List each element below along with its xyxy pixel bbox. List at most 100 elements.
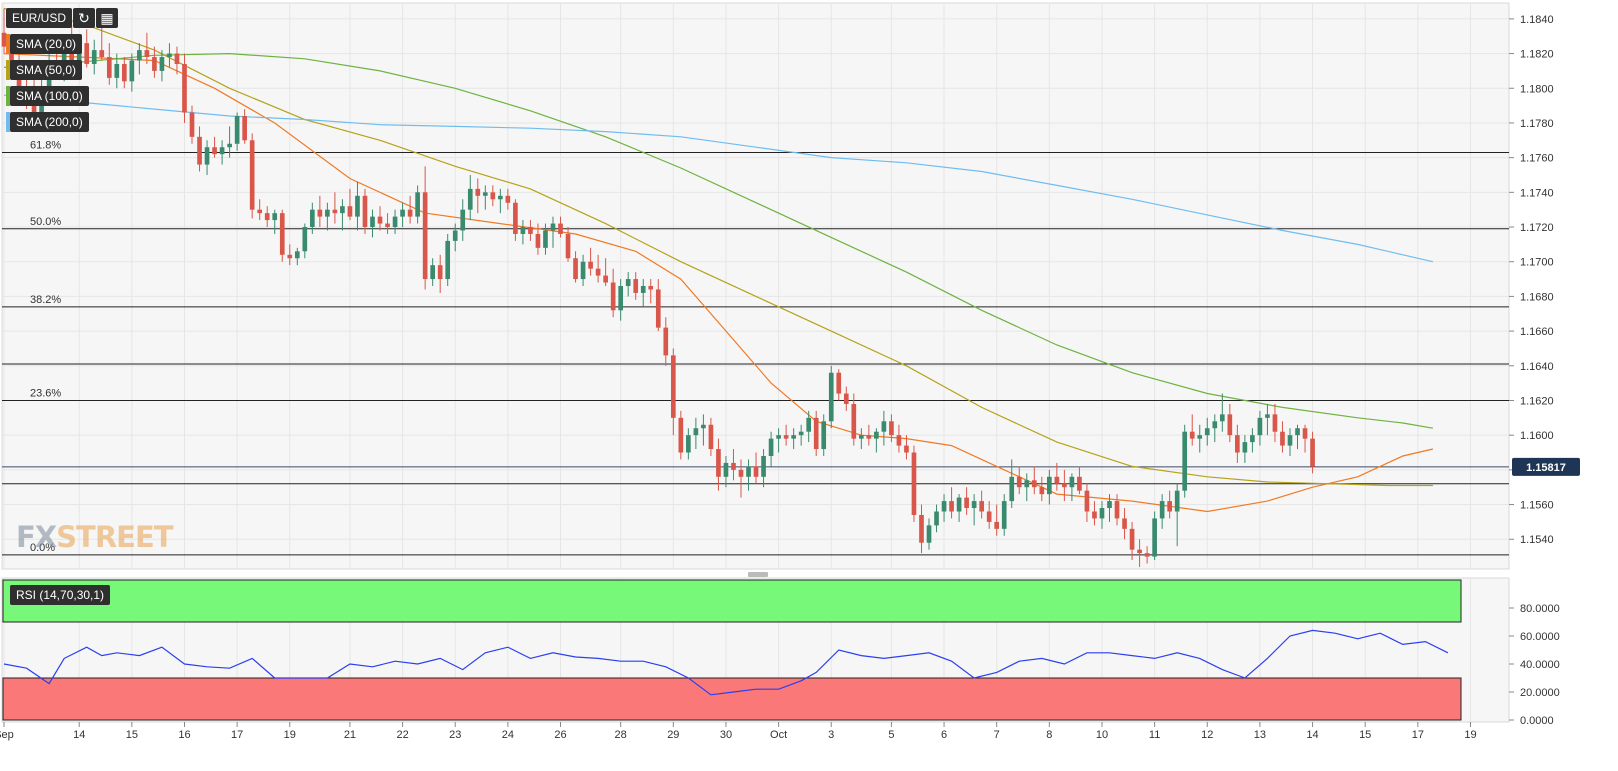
candle-body [979, 501, 984, 512]
time-tick-label: 23 [449, 729, 461, 741]
candle-body [325, 209, 330, 217]
time-tick-label: Sep [0, 729, 14, 741]
candle-body [708, 424, 714, 450]
candle-body [242, 116, 247, 141]
candle-body [392, 216, 398, 228]
candle-body [866, 435, 872, 439]
candle-body [670, 355, 676, 418]
candle-body [1009, 476, 1015, 502]
candle-body [1, 32, 7, 47]
candle-body [693, 428, 699, 436]
candle-body [971, 501, 977, 509]
time-axis[interactable]: Sep 14 15 16 17 19 21 22 23 24 26 28 29 30 Oct 3 5 6 7 8 10 1… [0, 722, 1477, 741]
candle-body [490, 192, 496, 200]
candle-body [1197, 435, 1203, 439]
candle-body [926, 525, 932, 543]
candle-body [535, 233, 541, 248]
time-tick-label: 22 [396, 729, 408, 741]
candle-body [1084, 490, 1090, 512]
candle-body [1189, 431, 1195, 439]
candle-body [663, 327, 669, 356]
candle-body [648, 286, 654, 290]
candle-body [1159, 501, 1165, 519]
candle-body [99, 50, 105, 58]
calendar-icon[interactable]: ▦ [96, 8, 118, 28]
indicator-label[interactable]: SMA (200,0) [10, 112, 89, 132]
pane-resize-handle[interactable] [748, 572, 768, 577]
sma-line [3, 94, 1434, 263]
candle-body [941, 501, 947, 512]
candle-body [340, 206, 345, 214]
candle-body [520, 227, 526, 234]
last-price-value: 1.15817 [1526, 462, 1566, 474]
symbol-label[interactable]: EUR/USD [6, 8, 73, 28]
candle-body [264, 213, 270, 221]
rsi-indicator-label[interactable]: RSI (14,70,30,1) [10, 585, 111, 605]
candle-body [234, 116, 240, 144]
candle-body [1242, 442, 1248, 453]
candle-body [1250, 435, 1255, 443]
rsi-path [3, 629, 1449, 696]
time-tick-label: 21 [344, 729, 356, 741]
candlesticks [1, 8, 1315, 567]
last-price-marker: 1.15817 [1512, 457, 1580, 476]
candle-body [911, 452, 917, 515]
candle-body [633, 279, 639, 293]
candle-body [1039, 487, 1045, 495]
candle-body [1047, 476, 1052, 495]
candle-body [986, 511, 992, 522]
candle-body [828, 372, 834, 422]
candle-body [415, 192, 420, 217]
candle-body [279, 213, 285, 255]
rsi-tick-label: 20.0000 [1520, 687, 1560, 699]
candle-body [1295, 428, 1300, 436]
candle-body [302, 227, 308, 252]
candle-body [377, 216, 383, 224]
candle-body [1302, 428, 1308, 439]
candle-body [949, 501, 954, 512]
price-tick-label: 1.1560 [1520, 500, 1554, 512]
time-tick-label: 26 [554, 729, 566, 741]
candle-body [9, 46, 14, 68]
indicator-label[interactable]: SMA (50,0) [10, 60, 83, 80]
candle-body [1227, 414, 1233, 436]
candle-body [964, 497, 969, 509]
price-tick-label: 1.1760 [1520, 153, 1554, 165]
candle-body [896, 435, 902, 446]
candle-body [385, 223, 390, 228]
candle-body [1212, 421, 1218, 429]
candle-body [550, 223, 556, 231]
moving-averages [3, 7, 1434, 513]
candle-body [114, 63, 120, 78]
candle-body [761, 455, 766, 477]
time-tick-label: 13 [1254, 729, 1266, 741]
candle-body [370, 216, 375, 228]
candle-body [1182, 431, 1188, 491]
price-tick-label: 1.1800 [1520, 83, 1554, 95]
candle-body [430, 265, 435, 280]
candle-body [1001, 501, 1007, 529]
indicator-label[interactable]: SMA (100,0) [10, 86, 89, 106]
candle-body [1287, 435, 1293, 446]
candle-body [159, 57, 165, 71]
candle-body [843, 393, 849, 404]
time-tick-label: 7 [994, 729, 1000, 741]
rsi-line [3, 629, 1449, 696]
candle-body [881, 421, 887, 432]
candle-body [197, 136, 202, 165]
candle-body [422, 192, 428, 280]
candle-body [1062, 483, 1067, 488]
candle-body [580, 261, 586, 280]
rsi-axis[interactable]: 0.0000 20.0000 40.0000 60.0000 80.0000 [1509, 603, 1560, 727]
time-tick-label: 15 [1359, 729, 1371, 741]
refresh-icon[interactable]: ↻ [73, 8, 95, 28]
candle-body [219, 147, 225, 155]
candle-body [1272, 414, 1278, 432]
candle-body [678, 417, 684, 453]
sma-line [3, 7, 1433, 487]
rsi-overbought-zone [2, 579, 1462, 623]
candle-body [31, 102, 37, 115]
candle-body [513, 202, 518, 234]
indicator-label[interactable]: SMA (20,0) [10, 34, 83, 54]
